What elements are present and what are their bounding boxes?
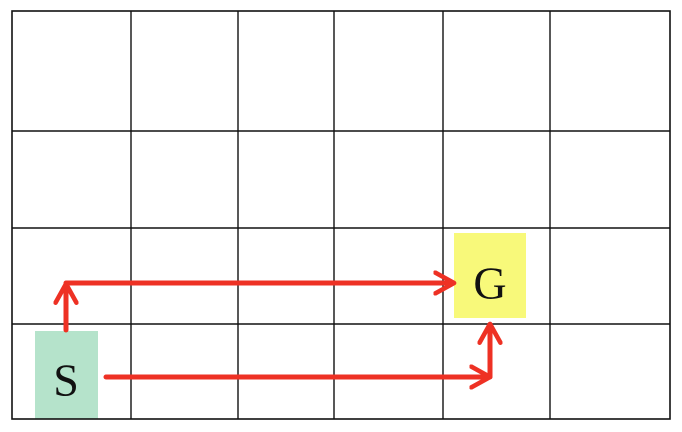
goal-label: G [473, 258, 506, 309]
grid-border [11, 10, 671, 420]
start-cell-highlight [35, 331, 98, 419]
grid-lines [12, 11, 670, 419]
goal-cell-highlight [454, 233, 526, 318]
arrow-paths [66, 283, 490, 377]
start-label: S [53, 355, 79, 406]
